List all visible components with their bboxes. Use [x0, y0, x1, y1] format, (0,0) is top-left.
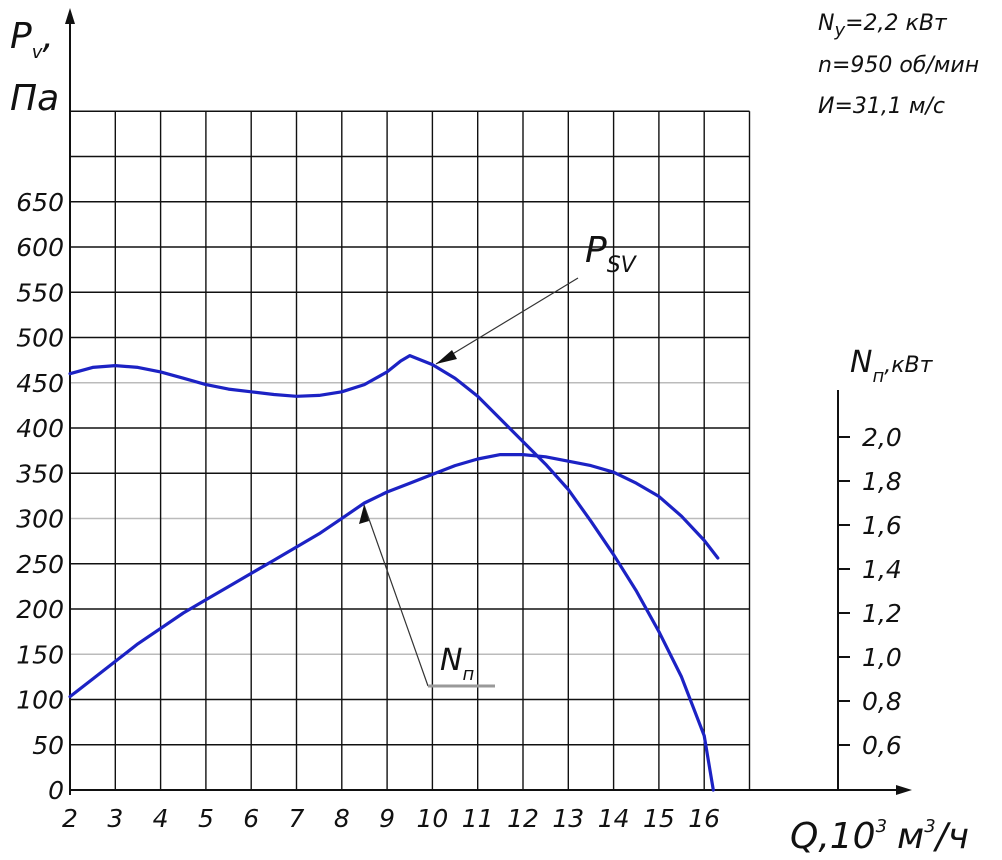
y-tick-label: 0 [48, 776, 64, 805]
series-label-nn: Nп [440, 643, 474, 685]
x-tick-label: 6 [243, 804, 259, 833]
y-tick-label: 100 [16, 686, 64, 715]
x-axis-arrow [896, 785, 912, 795]
chart-series [68, 354, 720, 792]
y-tick-labels: 0 50 100 150 200 250 300 350 400 450 500 550 600 650 [16, 188, 64, 805]
x-tick-label: 9 [379, 804, 395, 833]
x-tick-label: 15 [643, 804, 675, 833]
y-tick-label: 250 [16, 550, 64, 579]
x-tick-labels: 2 3 4 5 6 7 8 9 10 11 12 13 14 15 16 [62, 804, 720, 833]
chart-axes [65, 8, 912, 795]
y-axis-label: Pv, [10, 16, 54, 63]
x-tick-label: 7 [289, 804, 305, 833]
param-velocity: И=31,1 м/с [818, 94, 945, 119]
y-tick-label: 400 [16, 414, 64, 443]
param-speed: n=950 об/мин [818, 53, 979, 78]
x-tick-label: 10 [416, 804, 448, 833]
y-tick-label: 500 [16, 324, 64, 353]
x-tick-label: 11 [462, 804, 494, 833]
y-tick-label: 650 [16, 188, 64, 217]
y-tick-label: 50 [32, 731, 64, 760]
y-tick-label: 350 [16, 459, 64, 488]
y2-tick-label: 1,8 [862, 467, 902, 496]
series-leader-lines [359, 277, 579, 688]
y-tick-label: 450 [16, 369, 64, 398]
y2-tick-label: 0,6 [862, 731, 902, 760]
power-curve-nn [68, 453, 720, 699]
pressure-curve-psv [68, 354, 715, 792]
psv-leader-arrow [436, 350, 457, 364]
nn-leader-line [363, 504, 429, 687]
x-tick-label: 13 [552, 804, 584, 833]
y2-tick-label: 1,6 [862, 511, 902, 540]
x-tick-label: 14 [598, 804, 630, 833]
y-tick-label: 550 [16, 278, 64, 307]
param-power: Nу=2,2 кВт [818, 11, 948, 41]
x-tick-label: 8 [334, 804, 350, 833]
y2-tick-label: 2,0 [862, 423, 902, 452]
chart-grid [69, 110, 751, 791]
x-tick-label: 4 [153, 804, 169, 833]
y-axis-unit: Па [10, 78, 59, 119]
x-tick-label: 12 [507, 804, 539, 833]
series-label-psv: PSV [585, 230, 638, 278]
y2-tick-label: 1,4 [862, 555, 902, 584]
y2-tick-label: 0,8 [862, 687, 902, 716]
x-tick-label: 16 [688, 804, 720, 833]
x-tick-label: 5 [198, 804, 214, 833]
y-tick-label: 300 [16, 505, 64, 534]
y2-tick-label: 1,0 [862, 643, 902, 672]
y2-tick-label: 1,2 [862, 599, 902, 628]
psv-leader-line [435, 277, 579, 365]
nn-leader-arrow [359, 505, 369, 524]
x-tick-label: 3 [107, 804, 123, 833]
y-tick-label: 600 [16, 233, 64, 262]
y2-axis-label: Nп,кВт [850, 345, 934, 387]
x-tick-label: 2 [62, 804, 78, 833]
x-axis-label: Q,103 м3/ч [790, 816, 969, 857]
y-tick-label: 200 [16, 595, 64, 624]
y-tick-label: 150 [16, 640, 64, 669]
y-axis-arrow [65, 8, 75, 24]
y2-tick-labels: 0,6 0,8 1,0 1,2 1,4 1,6 1,8 2,0 [862, 423, 902, 760]
